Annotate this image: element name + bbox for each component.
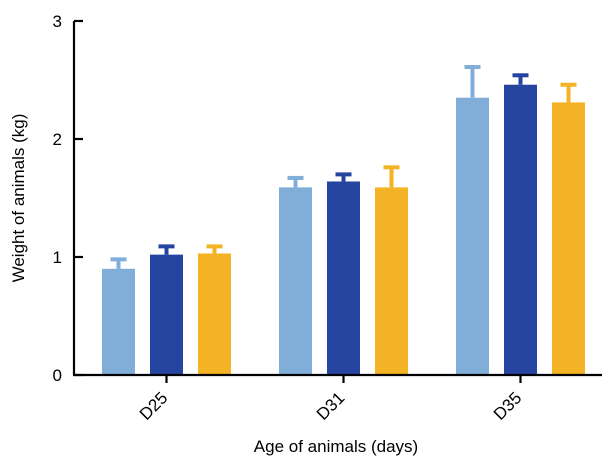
bar-d31-series-1 — [279, 187, 312, 375]
y-tick-label: 2 — [53, 130, 62, 149]
y-tick-label: 3 — [53, 12, 62, 31]
y-tick-label: 1 — [53, 248, 62, 267]
bar-d25-series-3 — [198, 253, 231, 375]
bar-d31-series-2 — [327, 181, 360, 375]
y-axis-label: Weight of animals (kg) — [9, 114, 28, 283]
bars-layer — [102, 65, 585, 376]
x-tick-label: D35 — [490, 388, 525, 423]
y-tick-label: 0 — [53, 366, 62, 385]
bar-d25-series-1 — [102, 268, 135, 375]
x-axis-label: Age of animals (days) — [254, 437, 418, 456]
bar-d25-series-2 — [150, 254, 183, 375]
bar-d35-series-2 — [504, 84, 537, 375]
bar-d35-series-3 — [552, 102, 585, 376]
x-tick-label: D31 — [313, 388, 348, 423]
x-tick-label: D25 — [136, 388, 171, 423]
axes-layer — [72, 21, 602, 377]
bar-d31-series-3 — [375, 187, 408, 375]
bar-d35-series-1 — [456, 97, 489, 375]
